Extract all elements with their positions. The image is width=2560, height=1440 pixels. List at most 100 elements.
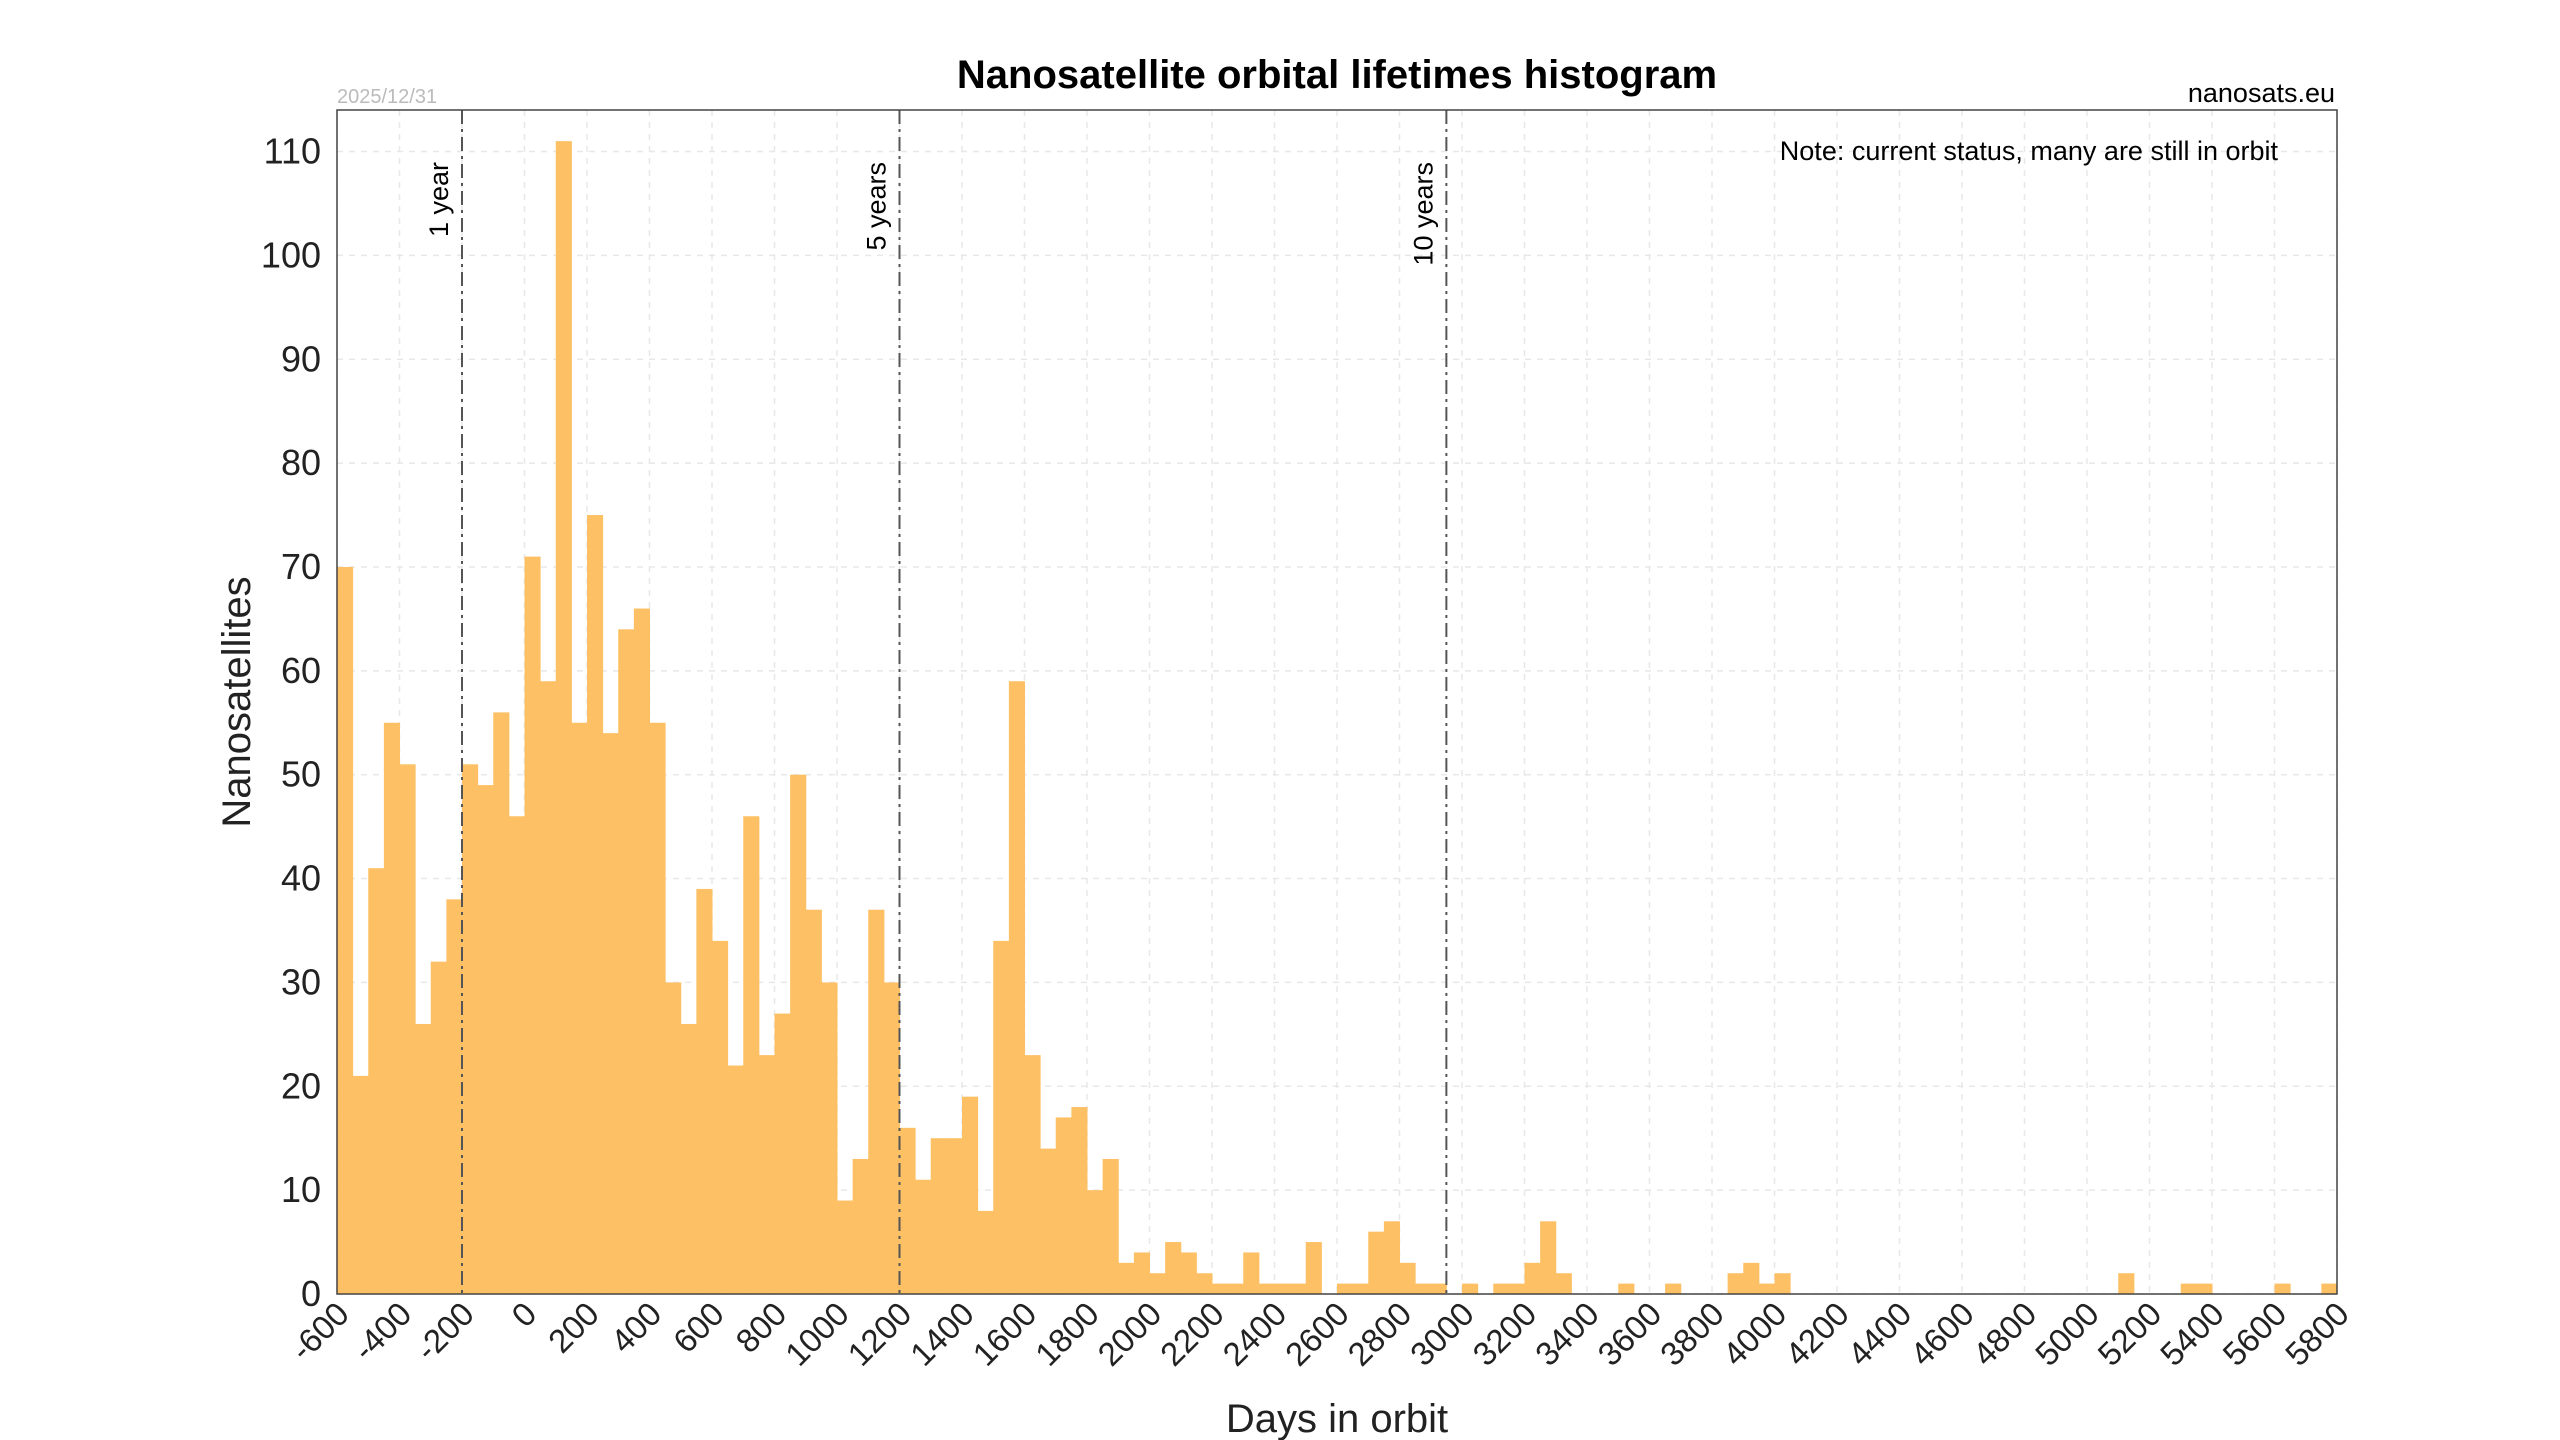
histogram-bar xyxy=(618,629,635,1294)
histogram-bar xyxy=(883,982,900,1294)
histogram-bar xyxy=(680,1023,697,1294)
x-tick-label: 2800 xyxy=(1340,1295,1418,1373)
histogram-bar xyxy=(712,940,729,1294)
x-tick-label: 1400 xyxy=(903,1295,981,1373)
x-tick-label: 200 xyxy=(541,1295,606,1360)
histogram-bar xyxy=(962,1096,979,1294)
histogram-bar xyxy=(665,982,682,1294)
histogram-bar xyxy=(915,1179,932,1294)
x-tick-label: 3200 xyxy=(1465,1295,1543,1373)
histogram-bar xyxy=(2180,1283,2197,1294)
x-tick-label: 1000 xyxy=(778,1295,856,1373)
x-tick-label: 4000 xyxy=(1715,1295,1793,1373)
histogram-bar xyxy=(1462,1283,1479,1294)
histogram-bar xyxy=(1743,1262,1760,1294)
reference-line-label: 1 year xyxy=(424,162,454,237)
date-label: 2025/12/31 xyxy=(337,86,437,108)
histogram-bar xyxy=(602,733,619,1294)
histogram-bar xyxy=(1196,1273,1213,1294)
x-tick-label: 1600 xyxy=(965,1295,1043,1373)
note-annotation: Note: current status, many are still in … xyxy=(1780,136,2279,166)
histogram-bar xyxy=(758,1055,775,1294)
x-tick-label: 3600 xyxy=(1590,1295,1668,1373)
y-tick-label: 0 xyxy=(301,1273,321,1314)
histogram-bar xyxy=(1227,1283,1244,1294)
source-label: nanosats.eu xyxy=(2188,78,2335,108)
plot-frame xyxy=(336,109,2338,1295)
histogram-bar xyxy=(399,764,416,1294)
histogram-bar xyxy=(1415,1283,1432,1294)
x-tick-label: -200 xyxy=(408,1295,481,1368)
y-tick-label: 30 xyxy=(281,961,321,1002)
x-tick-label: 5000 xyxy=(2028,1295,2106,1373)
x-tick-label: 3400 xyxy=(1528,1295,1606,1373)
histogram-bar xyxy=(727,1065,744,1294)
histogram-bar xyxy=(493,712,510,1294)
histogram-bar xyxy=(1305,1242,1322,1294)
x-axis-label: Days in orbit xyxy=(1226,1397,1448,1440)
chart-title: Nanosatellite orbital lifetimes histogra… xyxy=(957,53,1717,97)
histogram-bar xyxy=(1040,1148,1057,1294)
bars-layer xyxy=(337,141,2338,1294)
histogram-bar xyxy=(977,1210,994,1294)
x-tick-label: 5400 xyxy=(2153,1295,2231,1373)
x-tick-label: 4200 xyxy=(1778,1295,1856,1373)
x-tick-label: 400 xyxy=(603,1295,668,1360)
reference-lines-layer: 1 year 5 years 10 years xyxy=(424,110,1448,1294)
histogram-bar xyxy=(1368,1231,1385,1294)
x-tick-label: 4800 xyxy=(1965,1295,2043,1373)
x-tick-label: 2400 xyxy=(1215,1295,1293,1373)
y-tick-label: 20 xyxy=(281,1065,321,1106)
histogram-bar xyxy=(2321,1283,2338,1294)
histogram-bar xyxy=(1352,1283,1369,1294)
histogram-bar xyxy=(368,868,385,1294)
histogram-bar xyxy=(430,961,447,1294)
histogram-bar xyxy=(1399,1262,1416,1294)
histogram-bar xyxy=(852,1158,869,1294)
histogram-bar xyxy=(774,1013,791,1294)
x-ticks-layer: -600-400-200 0200400600800100012001400160… xyxy=(283,1295,2356,1373)
histogram-bar xyxy=(2118,1273,2135,1294)
histogram-bar xyxy=(1149,1273,1166,1294)
histogram-bar xyxy=(415,1023,432,1294)
histogram-bar xyxy=(1165,1242,1182,1294)
x-tick-label: 1200 xyxy=(840,1295,918,1373)
x-tick-label: 2600 xyxy=(1278,1295,1356,1373)
histogram-bar xyxy=(1243,1252,1260,1294)
x-tick-label: 600 xyxy=(666,1295,731,1360)
y-tick-label: 110 xyxy=(264,131,321,172)
x-tick-label: 3000 xyxy=(1403,1295,1481,1373)
y-tick-label: 10 xyxy=(281,1169,321,1210)
histogram-bar xyxy=(696,888,713,1294)
histogram-bar xyxy=(337,566,354,1294)
y-tick-label: 90 xyxy=(281,338,321,379)
histogram-bar xyxy=(993,940,1010,1294)
histogram-bar xyxy=(1212,1283,1229,1294)
histogram-bar xyxy=(649,722,666,1294)
histogram-bar xyxy=(837,1200,854,1294)
histogram-bar xyxy=(352,1075,369,1294)
histogram-bar xyxy=(1540,1221,1557,1294)
y-ticks-layer: 0 10 20 30 40 50 60 70 80 90 100 110 xyxy=(261,131,321,1314)
histogram-bar xyxy=(930,1138,947,1294)
x-tick-label: 5600 xyxy=(2215,1295,2293,1373)
x-tick-label: 5200 xyxy=(2090,1295,2168,1373)
histogram-bar xyxy=(555,141,572,1294)
histogram-bar xyxy=(1618,1283,1635,1294)
x-tick-label: 5800 xyxy=(2278,1295,2356,1373)
histogram-bar xyxy=(1102,1158,1119,1294)
histogram-bar xyxy=(899,1127,916,1294)
histogram-bar xyxy=(477,785,494,1294)
histogram-bar xyxy=(790,774,807,1294)
histogram-bar xyxy=(1055,1117,1072,1294)
histogram-bar xyxy=(1024,1055,1041,1294)
histogram-bar xyxy=(1665,1283,1682,1294)
y-tick-label: 40 xyxy=(281,858,321,899)
x-tick-label: 1800 xyxy=(1028,1295,1106,1373)
x-tick-label: 2200 xyxy=(1153,1295,1231,1373)
histogram-bar xyxy=(1180,1252,1197,1294)
x-tick-label: 4600 xyxy=(1903,1295,1981,1373)
histogram-bar xyxy=(805,909,822,1294)
histogram-bar xyxy=(1774,1273,1791,1294)
histogram-bar xyxy=(946,1138,963,1294)
